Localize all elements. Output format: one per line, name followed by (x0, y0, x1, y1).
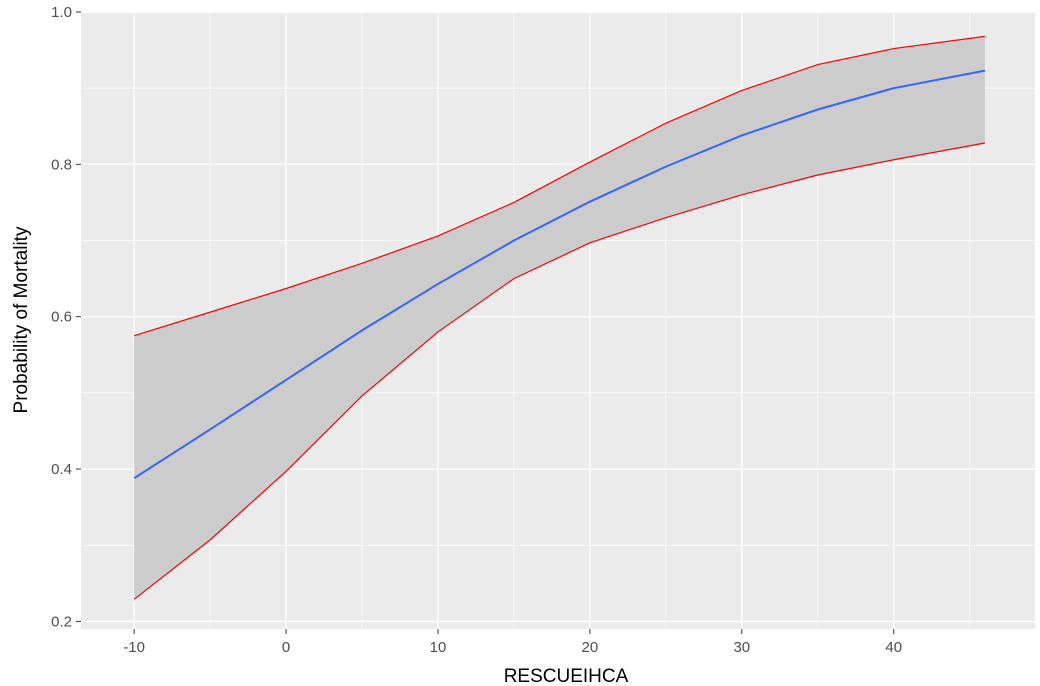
y-axis-title: Probability of Mortality (11, 226, 32, 413)
y-tick-label: 0.8 (51, 156, 72, 173)
y-tick-label: 0.2 (51, 613, 72, 630)
x-tick-label: 10 (430, 639, 447, 656)
y-tick-label: 0.6 (51, 309, 72, 326)
y-tick-label: 0.4 (51, 461, 72, 478)
x-tick-label: -10 (123, 639, 145, 656)
estimate-line (133, 69, 986, 480)
x-tick-label: 30 (733, 639, 750, 656)
x-tick-label: 40 (885, 639, 902, 656)
x-tick-label: 20 (582, 639, 599, 656)
x-tick-label: 0 (282, 639, 290, 656)
x-axis: -10 0 10 20 30 40 (123, 629, 902, 656)
y-axis: 0.2 0.4 0.6 0.8 1.0 (51, 4, 81, 630)
confidence-band-area (134, 36, 985, 600)
x-axis-title: RESCUEIHCA (504, 666, 629, 686)
lower-bound-line (133, 142, 985, 600)
y-tick-label: 1.0 (51, 4, 72, 21)
upper-bound-line (133, 35, 985, 337)
series-lines (133, 35, 986, 600)
confidence-band (134, 36, 985, 600)
